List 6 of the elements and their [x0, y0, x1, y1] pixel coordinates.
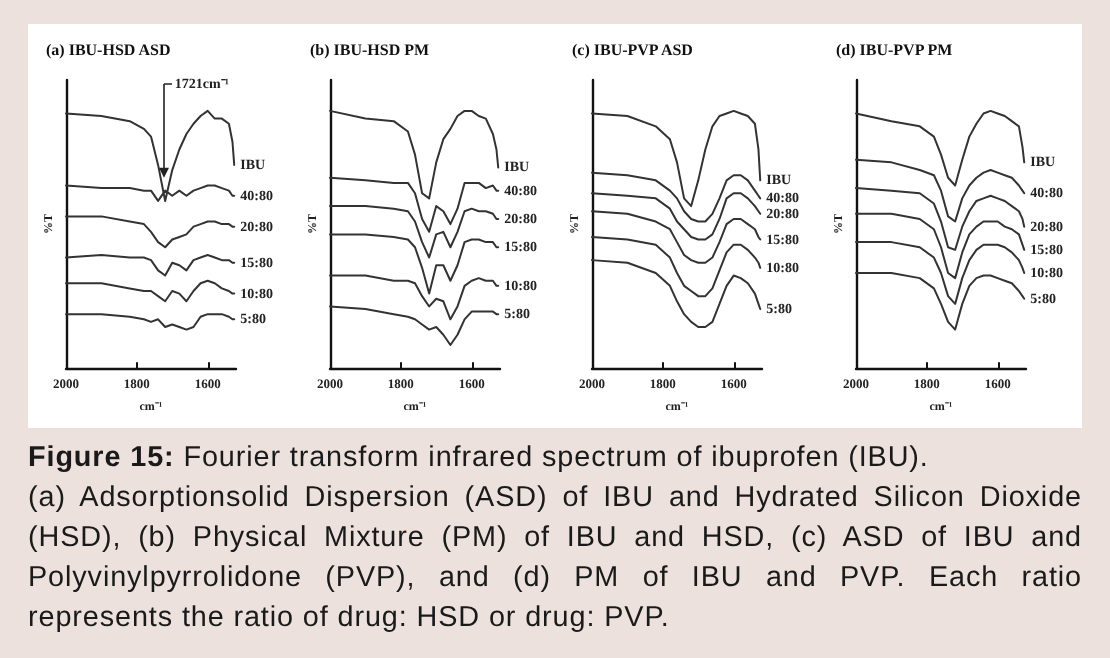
chart-title: (a) IBU-HSD ASD — [46, 41, 171, 59]
chart-title: (d) IBU-PVP PM — [835, 41, 953, 59]
chart-title: (b) IBU-HSD PM — [309, 41, 430, 59]
text: (a) Adsorptionsolid Dispersion (ASD) of IBU and Hydrated Silicon Dioxide (HSD), (b) Physical Mixture (PM) of IBU and HSD, (c) ASD of IBU and Polyvinylpyrrolidone (PVP), and (d) PM of IBU and PVP. Each ratio represents the ratio of drug: HSD or drug: PVP. — [28, 480, 1082, 638]
caption: Figure 15: Fourier transform infrared spectrum of ibuprofen (IBU). — [28, 440, 931, 478]
chart-title: (c) IBU-PVP ASD — [572, 41, 694, 59]
